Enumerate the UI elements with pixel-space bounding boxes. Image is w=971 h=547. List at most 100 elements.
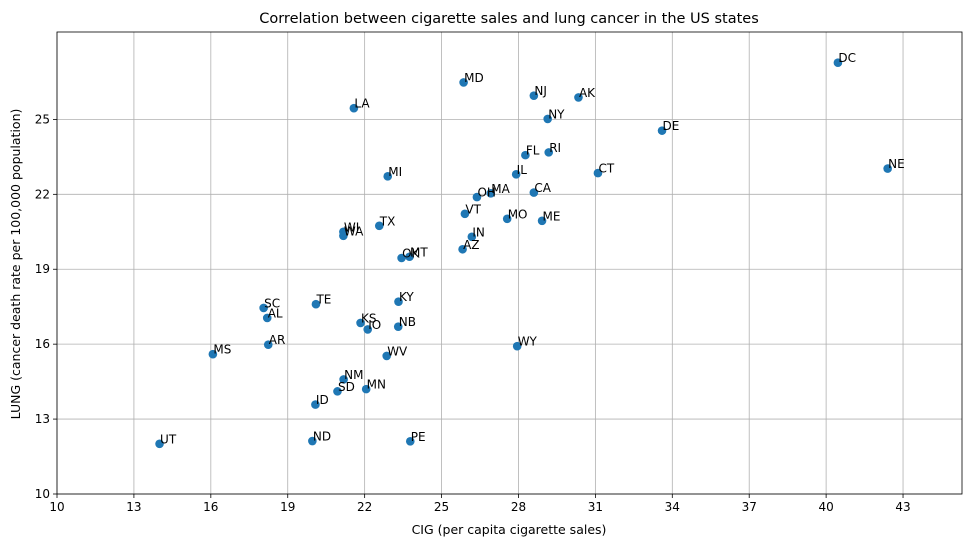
- x-tick-label: 43: [895, 500, 910, 514]
- data-point: [544, 148, 554, 157]
- point-label: OK: [402, 247, 420, 261]
- point-label: TE: [315, 293, 331, 307]
- point-label: ID: [316, 393, 329, 407]
- data-point: [405, 437, 415, 446]
- data-point: [311, 400, 320, 409]
- point-label: KY: [399, 290, 414, 304]
- data-point: [512, 341, 522, 351]
- data-point: [393, 322, 403, 331]
- point-label: MI: [388, 165, 402, 179]
- data-point: [593, 168, 603, 178]
- point-label: MO: [508, 207, 528, 221]
- x-tick-label: 28: [511, 500, 526, 514]
- data-point: [259, 303, 268, 313]
- plot-frame: [56, 31, 963, 495]
- data-points: [155, 58, 892, 449]
- point-label: SC: [264, 296, 280, 310]
- data-point: [657, 126, 667, 135]
- point-label: MD: [464, 71, 484, 85]
- data-point: [311, 299, 321, 309]
- point-label: PE: [411, 430, 426, 444]
- x-tick-label: 37: [742, 500, 757, 514]
- data-point: [486, 189, 496, 198]
- x-tick-label: 16: [203, 500, 218, 514]
- point-label: DE: [663, 119, 680, 133]
- data-point: [458, 244, 467, 254]
- y-tick-label: 10: [35, 487, 50, 501]
- point-label: UT: [160, 432, 177, 446]
- x-tick-label: 13: [126, 500, 141, 514]
- point-label: MS: [213, 343, 231, 357]
- point-label: MN: [367, 378, 386, 392]
- point-label: AR: [269, 333, 286, 347]
- data-point: [460, 209, 470, 219]
- y-tick-label: 16: [35, 337, 50, 351]
- y-tick-label: 13: [35, 412, 50, 426]
- data-point: [155, 439, 164, 449]
- y-axis-label: LUNG (cancer death rate per 100,000 popu…: [8, 109, 23, 420]
- point-label: IL: [517, 163, 528, 177]
- data-point: [574, 93, 583, 102]
- x-tick-label: 34: [665, 500, 680, 514]
- point-label: NE: [888, 157, 905, 171]
- point-label: IO: [368, 318, 381, 332]
- data-point: [833, 58, 843, 68]
- point-label: IN: [472, 225, 485, 239]
- point-label: RI: [549, 141, 561, 155]
- point-label: ME: [543, 209, 561, 223]
- point-label: LA: [354, 97, 370, 111]
- data-point: [383, 172, 393, 181]
- y-tick-label: 19: [35, 262, 50, 276]
- point-label: TX: [379, 214, 396, 228]
- point-label: ND: [313, 430, 331, 444]
- data-point: [339, 375, 348, 384]
- y-axis-ticks: 10 13 16 19 22 25: [35, 112, 57, 501]
- point-label: AZ: [463, 238, 479, 252]
- data-point: [349, 103, 359, 113]
- data-point: [308, 436, 317, 446]
- x-tick-label: 22: [357, 500, 372, 514]
- grid: [56, 32, 962, 495]
- data-point: [543, 114, 552, 124]
- point-label: CA: [534, 181, 551, 195]
- point-label: NB: [399, 315, 416, 329]
- point-label: SD: [338, 380, 355, 394]
- data-point: [529, 188, 539, 197]
- x-axis-ticks: 10 13 16 19 22 25 28 31 34 37 40 43: [49, 494, 911, 514]
- y-tick-label: 22: [35, 187, 50, 201]
- data-point: [529, 91, 539, 100]
- data-point: [333, 387, 342, 396]
- x-tick-label: 10: [49, 500, 64, 514]
- point-label: NJ: [534, 84, 547, 98]
- x-tick-label: 31: [588, 500, 603, 514]
- data-point: [394, 297, 403, 307]
- point-label: DC: [838, 51, 856, 65]
- point-label: VT: [465, 202, 481, 216]
- data-point: [339, 231, 348, 241]
- x-axis-label: CIG (per capita cigarette sales): [412, 522, 607, 537]
- data-point: [397, 253, 406, 263]
- data-point: [502, 214, 512, 224]
- x-tick-label: 19: [280, 500, 295, 514]
- point-label: WV: [387, 344, 408, 358]
- data-point: [511, 170, 521, 179]
- data-point: [262, 313, 272, 323]
- data-point: [363, 325, 373, 334]
- point-label: OH: [477, 186, 495, 200]
- point-label: AL: [268, 306, 283, 320]
- data-point: [472, 192, 482, 202]
- point-label: WY: [518, 335, 538, 349]
- point-label: MT: [410, 245, 428, 259]
- x-tick-label: 40: [818, 500, 833, 514]
- data-point: [459, 78, 468, 87]
- point-label: NY: [548, 107, 565, 121]
- point-label: WA: [344, 224, 364, 238]
- point-label: CT: [598, 162, 614, 176]
- data-point: [537, 216, 547, 226]
- point-label: NM: [344, 368, 363, 382]
- point-label: FL: [526, 144, 540, 158]
- chart-title: Correlation between cigarette sales and …: [259, 11, 759, 27]
- point-label: MA: [491, 182, 510, 196]
